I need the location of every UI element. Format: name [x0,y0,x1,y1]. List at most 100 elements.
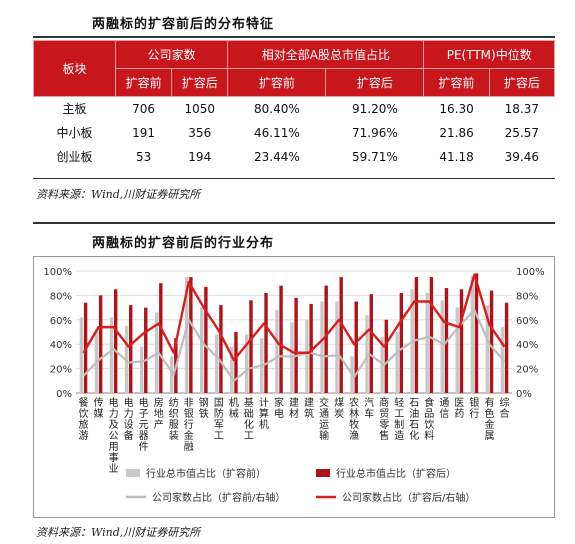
bar-after [113,289,118,393]
x-tick-label-char: 电 [124,396,134,409]
row-label: 创业板 [56,150,93,164]
table-cell: 191 [132,125,156,140]
bar-before [470,275,475,393]
x-tick-label-char: 公 [109,431,119,442]
bar-after [204,286,208,393]
bar-after [234,332,238,393]
industry-chart: 0% 0%20% 20%40% 40%60% 60%80% 80%100% 100%餐饮旅游… [43,267,545,504]
table-cell: 18.37 [504,101,540,116]
bar-before [335,301,339,393]
x-tick-label-char: 品 [424,408,434,420]
x-tick-label-char: 餐 [79,396,89,409]
y-tick-left: 60% [50,316,72,327]
x-tick-label-char: 计 [259,396,269,409]
table-source: 资料来源：Wind,川财证券研究所 [36,188,201,201]
bar-before [440,300,444,393]
x-tick-label-char: 电 [274,407,284,420]
x-tick-label-char: 银 [469,396,479,409]
bar-after [414,277,419,393]
x-tick-label-char: 渔 [349,430,359,442]
header-sub: 扩容前 [227,68,327,97]
x-tick-label-char: 钢 [199,396,209,409]
x-tick-label-char: 化 [409,429,419,442]
x-tick-label-char: 装 [169,429,179,442]
table-row: 中小板 191 356 46.11% 71.96% 21.86 25.57 [34,121,555,145]
header-sub: 扩容后 [325,68,425,97]
bar-before [485,305,490,393]
line-after [82,273,506,362]
table-bottom-rule [33,178,555,179]
x-tick-label-char: 合 [499,407,509,420]
bar-after [369,294,373,393]
x-tick-label-char: 媒 [94,408,104,420]
x-tick-label-char: 工 [394,409,404,420]
x-tick-label-char: 工 [214,431,224,442]
bar-after [98,295,103,393]
row-label: 主板 [62,102,87,117]
table-cell: 25.57 [504,125,540,140]
bar-before [215,334,219,393]
x-tick-label-char: 通 [319,408,329,420]
bar-before [245,334,249,393]
x-tick-label-char: 铁 [199,407,209,420]
bar-before [395,332,399,393]
bar-after [144,307,148,393]
table-cell: 71.96% [352,125,398,140]
bar-after [129,305,133,393]
bar-after [354,301,358,393]
bar-before [109,317,114,393]
bar-after [159,283,163,393]
bar-before [305,319,309,393]
x-tick-label-char: 零 [379,419,389,431]
bar-before [184,277,189,393]
x-tick-label-char: 件 [139,441,149,453]
bar-before [139,346,144,393]
x-tick-label-char: 交 [319,396,329,409]
header-sub: 扩容后 [171,68,229,97]
chart-top-rule [33,222,555,224]
x-tick-label-char: 煤 [334,396,344,409]
x-tick-label-char: 非 [184,397,194,409]
table-cell: 16.30 [439,101,474,116]
x-tick-label-char: 织 [169,408,179,420]
bar-before [199,307,204,393]
x-tick-label-char: 牧 [349,418,359,431]
chart-frame: 0% 0% 20% 20% 40% 40% 60% 60% 80% 80% 100% 100% 餐饮旅游… [33,256,555,518]
bar-after [189,277,193,393]
bar-after [429,277,434,393]
x-tick-label-char: 造 [394,429,404,442]
x-tick-label-char: 元 [139,420,149,431]
x-tick-label-char: 食 [424,396,434,409]
bar-before [425,292,429,393]
x-tick-label-char: 油 [409,407,419,420]
bar-after [279,285,283,393]
legend-label: 公司家数占比（扩容前/右轴） [152,491,285,504]
x-tick-label-char: 设 [124,419,134,431]
table-row: 创业板 53 194 23.44% 59.71% 41.18 39.46 [34,145,555,169]
bar-before [275,310,279,393]
y-tick-right: 100% [516,267,545,278]
y-tick-left: 20% [50,365,72,376]
x-tick-label-char: 色 [484,407,494,420]
x-tick-label-char: 国 [214,397,224,409]
x-tick-label-char: 材 [289,407,299,420]
x-tick-label-char: 信 [439,408,449,420]
x-tick-label-char: 备 [124,429,134,442]
x-tick-label-char: 工 [244,431,254,442]
x-tick-label-char: 械 [229,407,239,420]
x-tick-label-char: 游 [79,429,89,442]
x-tick-label-char: 石 [409,398,419,409]
table-cell: 53 [135,149,152,164]
x-tick-label-char: 筑 [304,407,314,420]
bar-before [290,322,294,393]
x-tick-label-char: 电 [139,396,149,409]
bar-before [79,317,84,393]
line-before [82,308,506,382]
x-tick-label-char: 化 [244,418,254,431]
table-cell: 356 [188,125,212,140]
bar-after [249,300,253,393]
y-tick-left: 40% [50,340,72,351]
table-cell: 1050 [184,101,216,116]
x-tick-label-char: 行 [184,418,194,431]
bar-after [294,297,298,393]
